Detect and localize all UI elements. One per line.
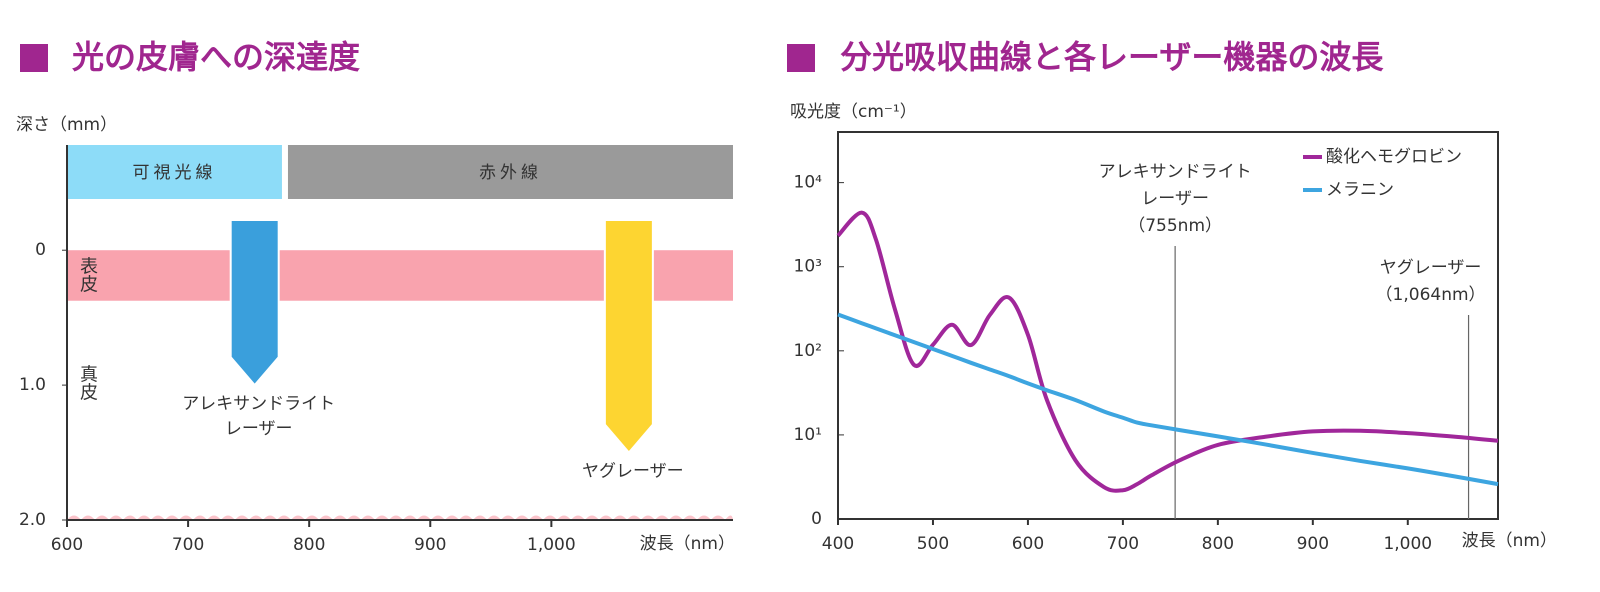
marker-label: （1,064nm）: [1376, 285, 1486, 305]
x-tick-label: 900: [1297, 534, 1329, 554]
title-bullet: [787, 44, 815, 72]
marker-label: ヤグレーザー: [1380, 258, 1482, 278]
x-tick-label: 500: [917, 534, 949, 554]
y-tick-label: 10²: [794, 341, 822, 361]
x-tick-label: 1,000: [1383, 534, 1432, 554]
x-tick-label: 600: [51, 535, 83, 555]
y-tick-label: 10³: [794, 257, 822, 277]
x-tick-label: 800: [1202, 534, 1234, 554]
y-tick-label: 2.0: [19, 510, 46, 530]
x-tick-label: 700: [1107, 534, 1139, 554]
x-tick-label: 400: [822, 534, 854, 554]
x-axis-label: 波長（nm）: [640, 534, 735, 554]
band-label: 可視光線: [132, 163, 216, 183]
y-tick-label: 0: [35, 240, 46, 260]
series-line: [836, 210, 1499, 493]
y-axis-label: 吸光度（cm⁻¹）: [790, 102, 917, 122]
laser-label: ヤグレーザー: [582, 462, 684, 482]
skin-layer: [67, 515, 733, 520]
spectrum-band: [287, 145, 733, 199]
chart-title: 光の皮膚への深達度: [72, 38, 360, 76]
band-label: 赤外線: [479, 163, 542, 183]
layer-label: 真皮: [77, 365, 98, 401]
x-tick-label: 600: [1012, 534, 1044, 554]
chart-title: 分光吸収曲線と各レーザー機器の波長: [840, 38, 1384, 76]
x-tick-label: 900: [414, 535, 446, 555]
marker-label: レーザー: [1141, 189, 1209, 209]
y-axis-label: 深さ（mm）: [16, 115, 117, 135]
y-tick-label: 0: [811, 509, 822, 529]
marker-label: （755nm）: [1128, 216, 1222, 236]
plot-frame: [837, 131, 1499, 520]
x-axis-label: 波長（nm）: [1462, 531, 1557, 551]
laser-arrow: [603, 219, 654, 455]
legend-label: 酸化ヘモグロビン: [1326, 147, 1462, 167]
x-tick-label: 1,000: [527, 535, 576, 555]
marker-label: アレキサンドライト: [1099, 162, 1252, 182]
legend-label: メラニン: [1326, 180, 1394, 200]
y-tick-label: 10¹: [794, 425, 822, 445]
title-bullet: [20, 44, 48, 72]
series-line: [837, 312, 1499, 487]
laser-label: アレキサンドライト: [182, 394, 335, 414]
spectrum-band: [67, 145, 282, 199]
x-tick-label: 700: [172, 535, 204, 555]
laser-label: レーザー: [225, 419, 293, 439]
layer-label: 表皮: [77, 256, 98, 292]
x-tick-label: 800: [293, 535, 325, 555]
laser-arrow: [229, 219, 280, 387]
y-tick-label: 1.0: [19, 375, 46, 395]
y-tick-label: 10⁴: [794, 173, 823, 193]
